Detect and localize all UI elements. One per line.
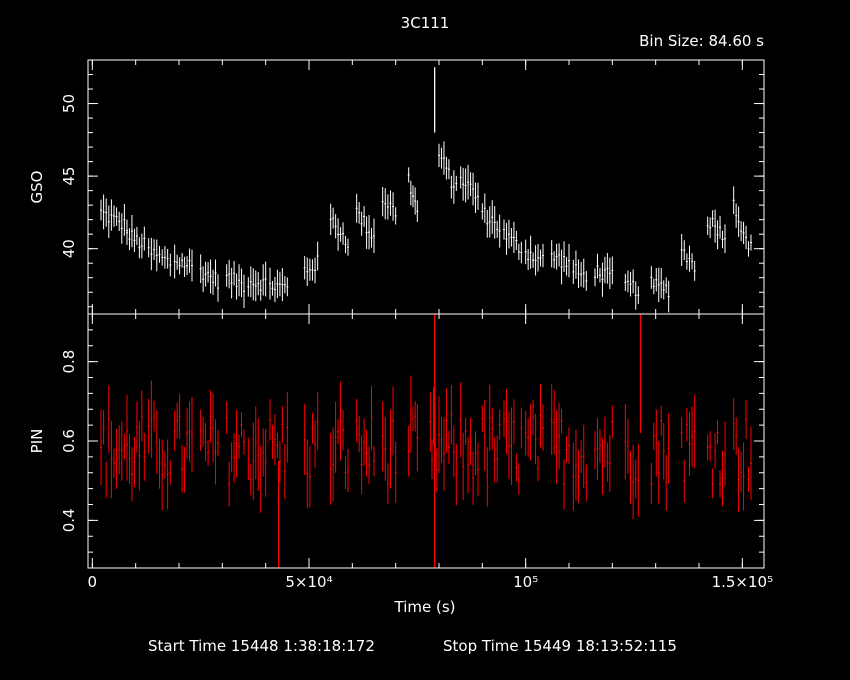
y-axis-label: GSO [28, 171, 46, 204]
y-axis-label: PIN [28, 429, 46, 454]
x-tick-label: 0 [88, 573, 98, 591]
bin-size-label: Bin Size: 84.60 s [639, 32, 764, 50]
y-tick-label: 40 [60, 239, 78, 258]
y-tick-label: 50 [60, 94, 78, 113]
series-pin [100, 314, 752, 568]
y-tick-label: 0.8 [60, 350, 78, 374]
x-tick-label: 5×10⁴ [285, 573, 332, 591]
x-tick-label: 10⁵ [513, 573, 538, 591]
start-time-label: Start Time 15448 1:38:18:172 [148, 637, 375, 655]
panel-frame [87, 313, 765, 569]
gso-panel: 40 45 50 GSO [28, 59, 765, 315]
series-gso [100, 67, 752, 313]
y-tick-label: 45 [60, 167, 78, 186]
pin-panel: 0.4 0.6 0.8 PIN [28, 313, 765, 569]
x-tick-label: 1.5×10⁵ [712, 573, 774, 591]
x-axis: 0 5×10⁴ 10⁵ 1.5×10⁵ [88, 60, 774, 591]
y-tick-label: 0.4 [60, 508, 78, 532]
chart-title: 3C111 [401, 14, 450, 32]
stop-time-label: Stop Time 15449 18:13:52:115 [443, 637, 677, 655]
y-tick-label: 0.6 [60, 429, 78, 453]
x-axis-label: Time (s) [394, 598, 456, 616]
